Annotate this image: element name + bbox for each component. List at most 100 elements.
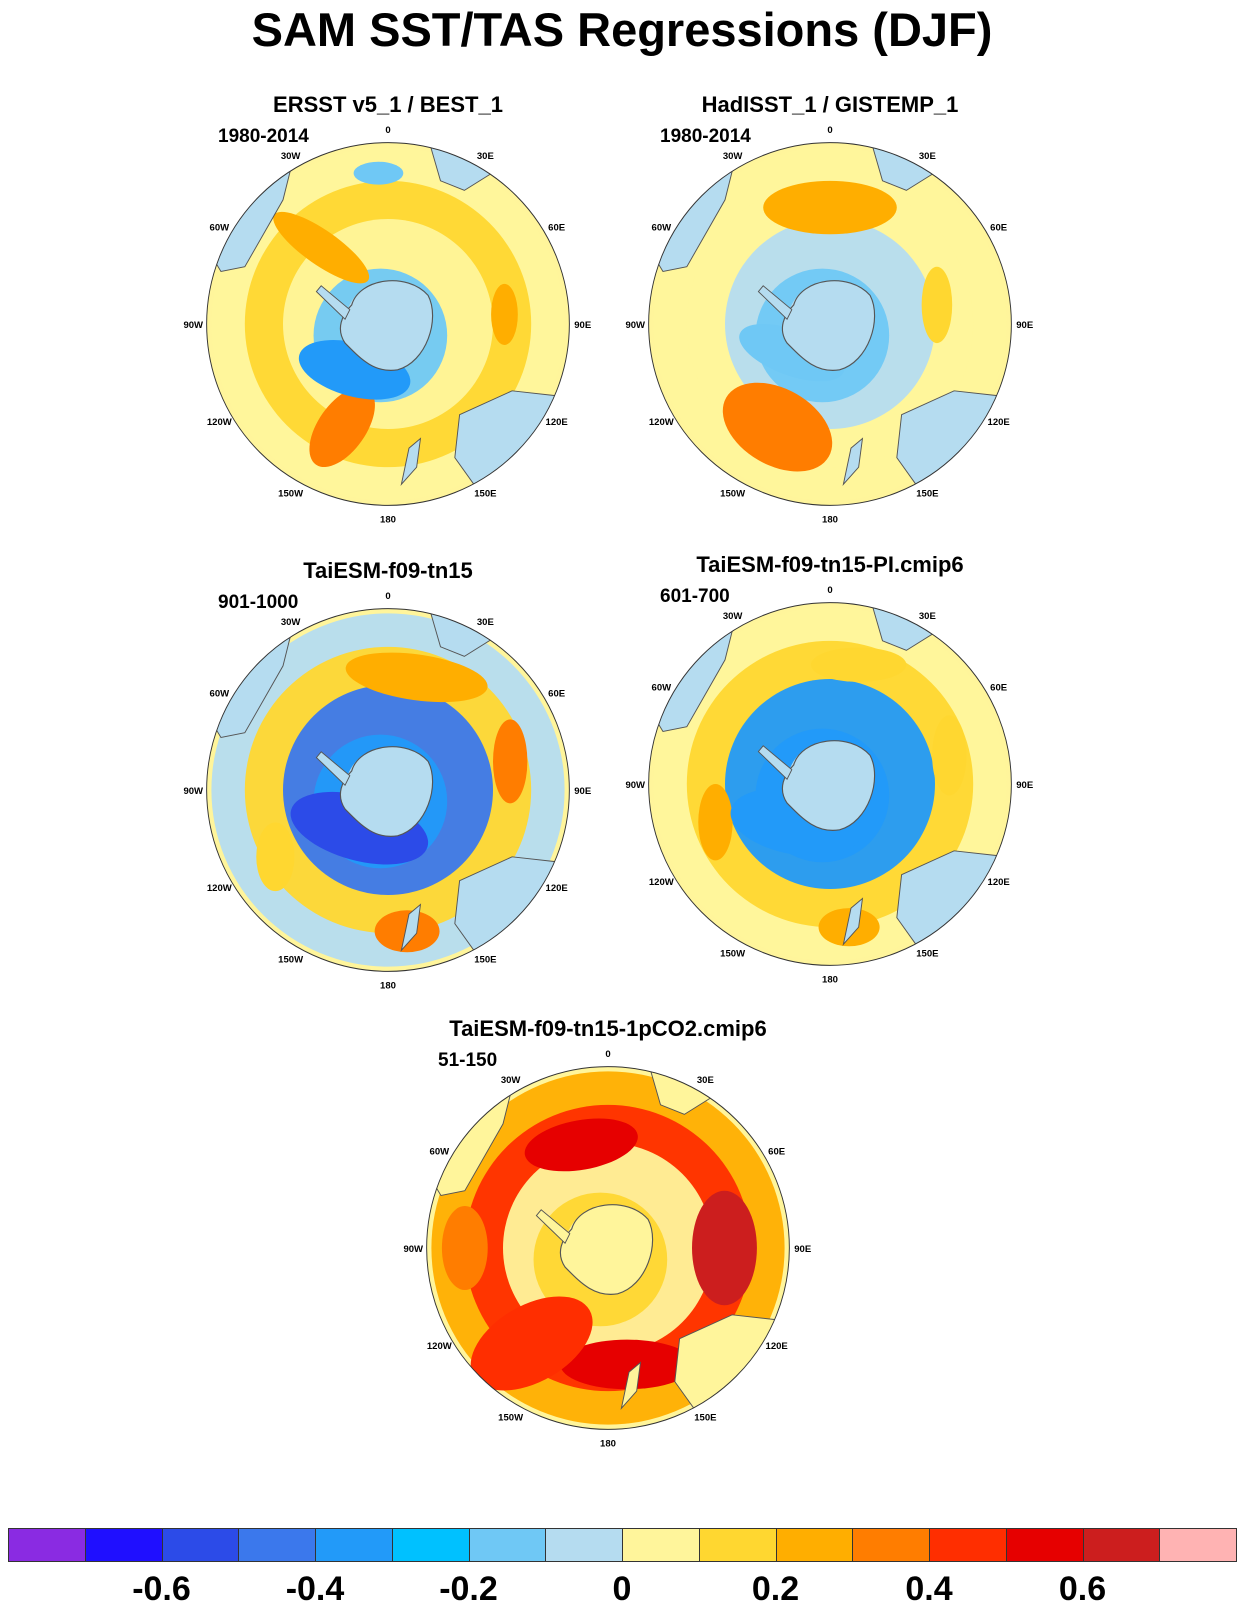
longitude-label: 150W — [720, 948, 745, 959]
longitude-label: 120W — [649, 877, 674, 888]
longitude-label: 0 — [827, 125, 832, 136]
colorbar-swatch — [315, 1528, 393, 1562]
anomaly-patch — [722, 382, 833, 472]
panel-title: ERSST v5_1 / BEST_1 — [273, 92, 503, 117]
antarctic-peninsula — [757, 745, 793, 781]
colorbar-swatch — [1082, 1528, 1161, 1562]
colorbar-tick-label: 0 — [612, 1570, 632, 1608]
longitude-label: 90W — [403, 1244, 423, 1255]
longitude-label: 0 — [385, 125, 390, 136]
anomaly-patch — [698, 784, 733, 861]
colorbar — [8, 1528, 1237, 1564]
colorbar-tick-label: -0.2 — [439, 1570, 498, 1608]
anomaly-patch — [345, 652, 488, 703]
antarctic-peninsula — [757, 285, 793, 321]
longitude-label: 0 — [827, 585, 832, 596]
longitude-label: 90E — [794, 1244, 811, 1255]
map-panel-taiesm: TaiESM-f09-tn15 901-1000 0 30E 60E 90E 120E 1… — [168, 558, 608, 1008]
anomaly-patch — [353, 161, 404, 185]
longitude-label: 180 — [822, 975, 838, 986]
longitude-label: 60E — [990, 222, 1007, 233]
panel-period: 1980-2014 — [660, 126, 751, 147]
antarctica-landmass — [339, 746, 434, 837]
map-outline — [648, 602, 1012, 966]
longitude-label: 150W — [278, 488, 303, 499]
longitude-label: 30E — [697, 1075, 714, 1086]
longitude-label: 120E — [766, 1341, 788, 1352]
longitude-label: 150E — [474, 488, 496, 499]
longitude-label: 90E — [574, 320, 591, 331]
anomaly-patch — [273, 211, 370, 284]
panel-period: 601-700 — [660, 586, 730, 607]
polar-map: 0 30E 60E 90E 120E 150E 180 150W 120W 90W 60W 30W — [403, 1049, 811, 1450]
longitude-label: 30E — [477, 151, 494, 162]
longitude-label: 150W — [720, 488, 745, 499]
australia-landmass — [896, 390, 1012, 506]
anomaly-patch — [810, 647, 907, 682]
longitude-label: 90W — [183, 786, 203, 797]
australia-landmass — [454, 390, 570, 506]
colorbar-swatch — [929, 1528, 1007, 1562]
panel-title: TaiESM-f09-tn15 — [303, 558, 473, 583]
longitude-label: 150W — [278, 954, 303, 965]
australia-landmass — [454, 856, 570, 972]
longitude-label: 120E — [546, 883, 568, 894]
colorbar-swatch — [238, 1528, 316, 1562]
antarctica-landmass — [781, 740, 876, 831]
polar-map: 0 30E 60E 90E 120E 150E 180 150W 120W 90W 60W 30W — [183, 591, 591, 991]
colorbar-swatch — [852, 1528, 930, 1562]
polar-map: 0 30E 60E 90E 120E 150E 180 150W 120W 90W 60W 30W — [625, 585, 1033, 986]
longitude-label: 0 — [605, 1049, 610, 1060]
longitude-label: 90E — [574, 786, 591, 797]
anomaly-patch — [692, 1190, 757, 1306]
panel-period: 51-150 — [438, 1050, 498, 1071]
longitude-label: 120E — [988, 877, 1010, 888]
longitude-label: 60E — [548, 222, 565, 233]
longitude-label: 30E — [477, 617, 494, 628]
colorbar-tick-label: -0.4 — [285, 1570, 345, 1608]
map-field — [206, 608, 570, 972]
panel-period: 901-1000 — [218, 592, 299, 613]
longitude-label: 150E — [916, 488, 938, 499]
longitude-label: 30E — [919, 151, 936, 162]
antarctica-landmass — [339, 280, 434, 371]
longitude-label: 150E — [474, 954, 496, 965]
longitude-label: 150E — [916, 948, 938, 959]
antarctica-landmass — [781, 280, 876, 371]
longitude-label: 30W — [281, 151, 301, 162]
longitude-label: 60E — [990, 682, 1007, 693]
longitude-label: 120W — [207, 883, 232, 894]
colorbar-tick-label: 0.6 — [1058, 1570, 1107, 1608]
new-zealand-landmass — [842, 437, 864, 487]
colorbar-swatch — [161, 1528, 240, 1562]
polar-map: 0 30E 60E 90E 120E 150E 180 150W 120W 90W 60W 30W — [625, 125, 1033, 526]
anomaly-patch — [493, 719, 528, 804]
longitude-label: 120W — [427, 1341, 452, 1352]
map-field — [648, 602, 1012, 966]
colorbar-swatch — [84, 1528, 163, 1562]
longitude-label: 30W — [501, 1075, 521, 1086]
colorbar-swatch — [545, 1528, 623, 1562]
map-field — [206, 142, 570, 506]
longitude-label: 150E — [694, 1412, 716, 1423]
anomaly-patch — [441, 1206, 488, 1290]
colorbar-tick-label: 0.4 — [905, 1570, 953, 1608]
map-field — [648, 142, 1012, 506]
colorbar-swatch — [1159, 1528, 1237, 1562]
longitude-label: 180 — [380, 515, 396, 526]
longitude-label: 180 — [600, 1439, 616, 1450]
longitude-label: 180 — [822, 515, 838, 526]
longitude-label: 30W — [723, 611, 743, 622]
longitude-label: 60W — [210, 222, 230, 233]
new-zealand-landmass — [620, 1361, 642, 1411]
new-zealand-landmass — [400, 437, 422, 487]
longitude-label: 90E — [1016, 320, 1033, 331]
longitude-label: 60W — [210, 688, 230, 699]
colorbar-swatch — [8, 1528, 86, 1562]
longitude-label: 60E — [768, 1146, 785, 1157]
longitude-label: 30W — [723, 151, 743, 162]
australia-landmass — [896, 850, 1012, 966]
panel-period: 1980-2014 — [218, 126, 309, 147]
panel-title: TaiESM-f09-tn15-1pCO2.cmip6 — [449, 1016, 767, 1041]
antarctica-landmass — [559, 1204, 654, 1295]
